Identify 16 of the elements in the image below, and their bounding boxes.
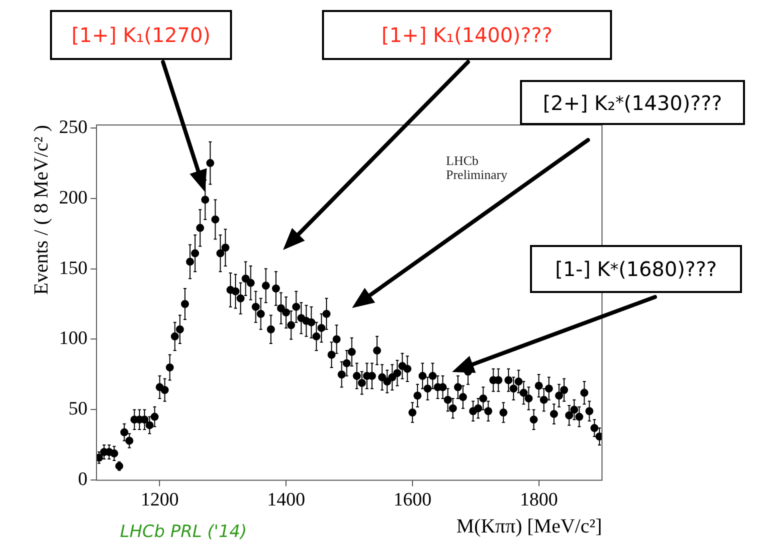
text: LHCb PRL ('14) [120, 522, 247, 542]
y-tick-label: 50 [68, 398, 88, 420]
x-tick-label: 1200 [140, 490, 179, 511]
y-axis-title: Events / ( 8 MeV/c² ) [30, 125, 52, 295]
y-tick-label: 150 [59, 258, 88, 279]
y-tick-label: 200 [59, 187, 88, 208]
x-tick-label: 1600 [393, 490, 432, 511]
y-tick-label: 100 [59, 328, 88, 350]
text: [1+] K₁(1270) [50, 10, 232, 60]
x-tick-label: 1800 [520, 490, 558, 511]
x-axis-title: M(Kππ) [MeV/c²] [456, 515, 602, 538]
y-tick-label: 250 [59, 116, 88, 138]
x-tick-label: 1400 [267, 490, 306, 511]
y-tick-label: 0 [78, 469, 88, 490]
text: [1+] K₁(1400)??? [322, 10, 612, 60]
annotation: LHCb Preliminary [446, 153, 518, 182]
